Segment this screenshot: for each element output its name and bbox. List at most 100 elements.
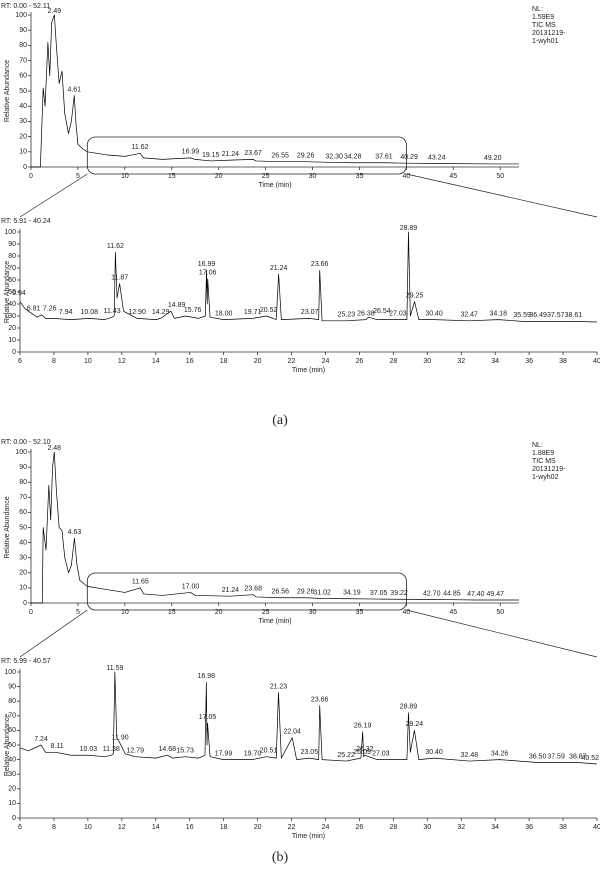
peak-label: 16.99 xyxy=(182,149,200,156)
x-tick-label: 36 xyxy=(525,824,533,831)
panel-label: (b) xyxy=(272,850,289,865)
x-tick-label: 14 xyxy=(152,824,160,831)
peak-label: 43.24 xyxy=(428,154,446,161)
peak-label: 12.90 xyxy=(128,309,146,316)
x-tick-label: 30 xyxy=(423,824,431,831)
y-tick-label: 30 xyxy=(8,313,16,320)
peak-label: 11.38 xyxy=(103,746,120,753)
x-axis-label: Time (min) xyxy=(258,182,291,189)
peak-label: 37.61 xyxy=(375,154,393,161)
y-tick-label: 50 xyxy=(19,524,27,531)
info-text: 1.88E9 xyxy=(532,450,554,457)
peak-label: 36.50 xyxy=(529,753,547,760)
peak-label: 38.61 xyxy=(565,312,583,319)
x-tick-label: 40 xyxy=(593,824,600,831)
peak-label: 23.66 xyxy=(311,261,329,268)
peak-label: 15.76 xyxy=(184,307,202,314)
peak-label: 7.24 xyxy=(34,736,48,743)
chart-title: RT: 0.00 - 52.10 xyxy=(1,439,51,446)
peak-label: 29.25 xyxy=(406,292,424,299)
peak-label: 17.00 xyxy=(182,583,200,590)
peak-label: 11.90 xyxy=(112,734,129,741)
x-tick-label: 16 xyxy=(186,358,194,365)
info-text: TIC MS xyxy=(532,22,556,29)
peak-label: 26.19 xyxy=(354,723,372,730)
chromatogram-trace xyxy=(19,671,598,765)
x-tick-label: 15 xyxy=(168,173,176,180)
chromatogram-trace xyxy=(31,14,519,168)
x-tick-label: 50 xyxy=(496,173,504,180)
y-tick-label: 70 xyxy=(8,265,16,272)
y-tick-label: 0 xyxy=(12,349,16,356)
chart-title: RT: 5.99 - 40.57 xyxy=(1,658,51,665)
x-tick-label: 22 xyxy=(288,824,296,831)
peak-label: 11.62 xyxy=(132,144,149,151)
peak-label: 11.43 xyxy=(104,308,121,315)
zoom-box xyxy=(86,136,407,175)
peak-label: 25.22 xyxy=(337,752,355,759)
peak-label: 19.71 xyxy=(244,309,262,316)
peak-label: 35.59 xyxy=(513,312,531,319)
x-tick-label: 10 xyxy=(84,358,92,365)
x-tick-label: 40 xyxy=(402,173,410,180)
x-tick-label: 12 xyxy=(118,358,126,365)
zoom-connector xyxy=(19,609,88,658)
y-axis-label: Relative Abundance xyxy=(4,496,11,558)
info-text: 20131219- xyxy=(532,30,566,37)
peak-label: 40.29 xyxy=(400,154,418,161)
info-text: 1.59E9 xyxy=(532,14,554,21)
x-tick-label: 8 xyxy=(52,358,56,365)
peak-label: 27.03 xyxy=(372,750,390,757)
x-tick-label: 30 xyxy=(423,358,431,365)
x-tick-label: 10 xyxy=(121,173,129,180)
x-tick-label: 14 xyxy=(152,358,160,365)
x-axis-label: Time (min) xyxy=(292,367,325,374)
x-tick-label: 5 xyxy=(76,173,80,180)
peak-label: 14.68 xyxy=(159,746,177,753)
y-tick-label: 30 xyxy=(8,771,16,778)
x-tick-label: 32 xyxy=(457,824,465,831)
zoom-connector xyxy=(406,609,598,658)
y-tick-label: 50 xyxy=(19,88,27,95)
peak-label: 31.02 xyxy=(313,589,331,596)
peak-label: 11.62 xyxy=(107,243,124,250)
peak-label: 23.68 xyxy=(244,586,262,593)
peak-label: 38.87 xyxy=(569,753,587,760)
peak-label: 30.40 xyxy=(425,749,443,756)
y-tick-label: 10 xyxy=(19,149,27,156)
y-tick-label: 60 xyxy=(19,73,27,80)
peak-label: 34.26 xyxy=(491,750,509,757)
y-tick-label: 20 xyxy=(8,325,16,332)
y-tick-label: 90 xyxy=(19,27,27,34)
peak-label: 23.67 xyxy=(244,150,262,157)
y-axis-label: Relative Abundance xyxy=(4,60,11,122)
peak-label: 4.61 xyxy=(67,86,81,93)
x-tick-label: 6 xyxy=(18,824,22,831)
chromatogram-trace xyxy=(31,451,519,604)
y-tick-label: 0 xyxy=(23,600,27,607)
y-tick-label: 10 xyxy=(8,800,16,807)
y-tick-label: 0 xyxy=(12,815,16,822)
y-tick-label: 90 xyxy=(8,241,16,248)
panel-label: (a) xyxy=(272,413,288,428)
y-tick-label: 80 xyxy=(19,42,27,49)
peak-label: 21.24 xyxy=(222,587,240,594)
peak-label: 47.40 xyxy=(467,591,485,598)
peak-label: 28.89 xyxy=(400,704,418,711)
peak-label: 37.05 xyxy=(370,590,388,597)
y-axis-label: Relative Abundance xyxy=(4,714,11,776)
y-tick-label: 40 xyxy=(19,103,27,110)
y-tick-label: 100 xyxy=(15,449,27,456)
x-tick-label: 12 xyxy=(118,824,126,831)
peak-label: 2.48 xyxy=(47,445,61,452)
y-tick-label: 80 xyxy=(19,479,27,486)
x-tick-label: 25 xyxy=(262,173,270,180)
y-tick-label: 30 xyxy=(19,118,27,125)
x-tick-label: 50 xyxy=(496,609,504,616)
y-tick-label: 0 xyxy=(23,164,27,171)
x-tick-label: 28 xyxy=(389,358,397,365)
x-tick-label: 20 xyxy=(254,824,262,831)
peak-label: 32.48 xyxy=(461,752,479,759)
y-tick-label: 20 xyxy=(8,786,16,793)
